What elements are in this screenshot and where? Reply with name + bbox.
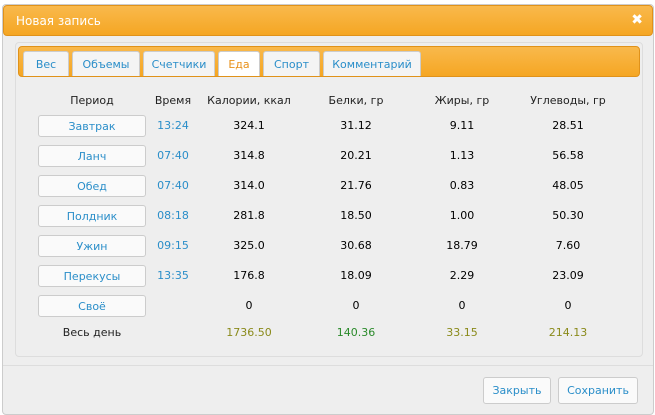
tab-weight[interactable]: Вес xyxy=(23,51,69,76)
header-calories: Калории, ккал xyxy=(207,94,291,107)
header-time: Время xyxy=(154,94,192,107)
dialog-header: Новая запись ✖ xyxy=(3,5,653,36)
value-carb: 50.30 xyxy=(552,209,584,222)
save-button[interactable]: Сохранить xyxy=(558,377,638,404)
tab-comment[interactable]: Комментарий xyxy=(323,51,421,76)
dialog-title: Новая запись xyxy=(16,14,101,28)
time-link[interactable]: 07:40 xyxy=(157,149,189,162)
period-button[interactable]: Ужин xyxy=(38,235,146,257)
value-fat: 1.13 xyxy=(449,149,475,162)
time-link[interactable]: 08:18 xyxy=(157,209,189,222)
period-button[interactable]: Полдник xyxy=(38,205,146,227)
value-fat: 9.11 xyxy=(449,119,475,132)
close-button[interactable]: Закрыть xyxy=(483,377,551,404)
value-cal: 325.0 xyxy=(233,239,265,252)
time-link[interactable]: 07:40 xyxy=(157,179,189,192)
total-fat: 33.15 xyxy=(446,326,478,339)
header-period: Период xyxy=(70,94,114,107)
value-cal: 281.8 xyxy=(233,209,265,222)
period-button[interactable]: Ланч xyxy=(38,145,146,167)
value-prot: 21.76 xyxy=(340,179,372,192)
time-link[interactable]: 13:35 xyxy=(157,269,189,282)
total-carbs: 214.13 xyxy=(548,326,588,339)
value-prot: 18.09 xyxy=(340,269,372,282)
new-entry-dialog: Новая запись ✖ Вес Объемы Счетчики Еда С… xyxy=(2,4,654,415)
value-carb: 0 xyxy=(564,299,572,312)
tab-measurements[interactable]: Объемы xyxy=(72,51,140,76)
value-prot: 0 xyxy=(352,299,360,312)
value-cal: 314.0 xyxy=(233,179,265,192)
value-fat: 0 xyxy=(458,299,466,312)
value-carb: 56.58 xyxy=(552,149,584,162)
total-protein: 140.36 xyxy=(336,326,376,339)
value-fat: 18.79 xyxy=(446,239,478,252)
value-fat: 0.83 xyxy=(449,179,475,192)
value-cal: 314.8 xyxy=(233,149,265,162)
value-carb: 48.05 xyxy=(552,179,584,192)
total-calories: 1736.50 xyxy=(226,326,272,339)
total-label: Весь день xyxy=(62,326,122,339)
period-button[interactable]: Своё xyxy=(38,295,146,317)
value-carb: 23.09 xyxy=(552,269,584,282)
value-prot: 20.21 xyxy=(340,149,372,162)
tab-panel: Вес Объемы Счетчики Еда Спорт Комментари… xyxy=(15,42,643,357)
tab-food[interactable]: Еда xyxy=(218,51,260,76)
value-carb: 28.51 xyxy=(552,119,584,132)
tab-sport[interactable]: Спорт xyxy=(263,51,320,76)
header-fat: Жиры, гр xyxy=(434,94,490,107)
header-protein: Белки, гр xyxy=(328,94,384,107)
tab-counters[interactable]: Счетчики xyxy=(143,51,215,76)
period-button[interactable]: Завтрак xyxy=(38,115,146,137)
time-link[interactable]: 09:15 xyxy=(157,239,189,252)
value-fat: 1.00 xyxy=(449,209,475,222)
value-cal: 176.8 xyxy=(233,269,265,282)
header-carbs: Углеводы, гр xyxy=(530,94,606,107)
footer-divider xyxy=(3,365,653,366)
period-button[interactable]: Обед xyxy=(38,175,146,197)
value-prot: 18.50 xyxy=(340,209,372,222)
period-button[interactable]: Перекусы xyxy=(38,265,146,287)
value-carb: 7.60 xyxy=(555,239,581,252)
value-prot: 31.12 xyxy=(340,119,372,132)
close-icon[interactable]: ✖ xyxy=(631,12,643,28)
value-cal: 324.1 xyxy=(233,119,265,132)
value-fat: 2.29 xyxy=(449,269,475,282)
tab-bar: Вес Объемы Счетчики Еда Спорт Комментари… xyxy=(18,46,640,77)
value-prot: 30.68 xyxy=(340,239,372,252)
time-link[interactable]: 13:24 xyxy=(157,119,189,132)
value-cal: 0 xyxy=(245,299,253,312)
